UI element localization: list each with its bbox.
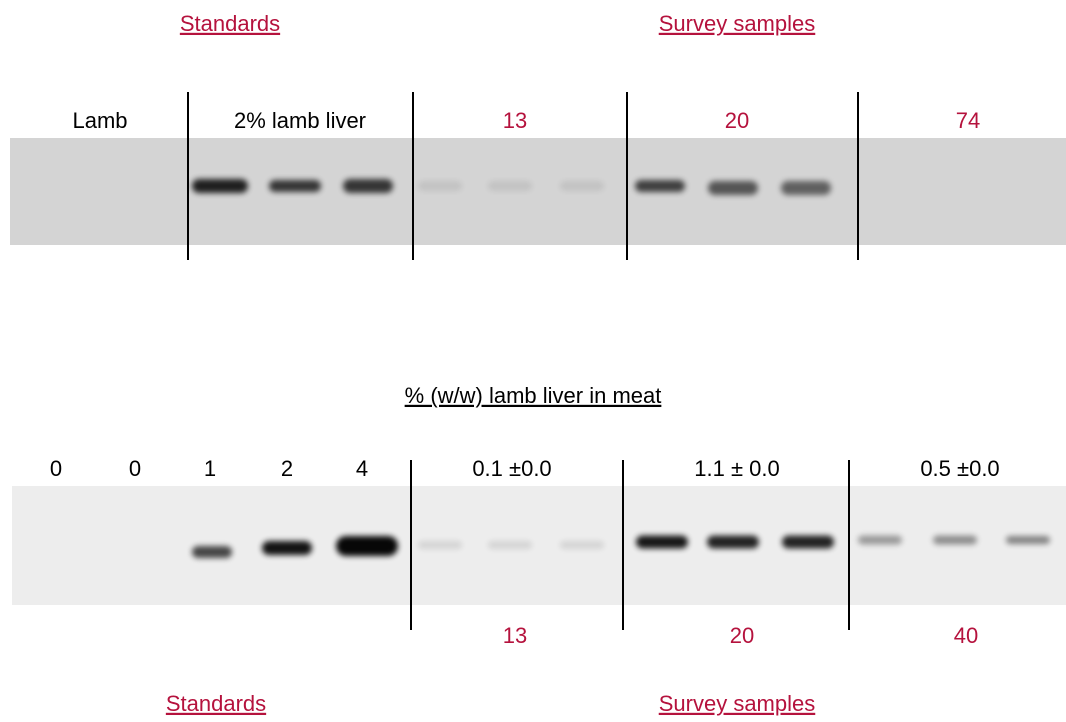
lane-label: Lamb [72, 108, 127, 133]
band [933, 536, 977, 545]
header: Standards [166, 691, 266, 716]
lane-label: 0 [129, 456, 141, 481]
gel-bottom [12, 486, 1066, 605]
sample-id: 13 [503, 623, 527, 648]
band [343, 179, 393, 193]
header: Survey samples [659, 691, 816, 716]
band [781, 181, 831, 195]
band [418, 541, 462, 549]
lane-label: 2% lamb liver [234, 108, 366, 133]
lane-label: 4 [356, 456, 368, 481]
header: Survey samples [659, 11, 816, 36]
band [858, 536, 902, 545]
lane-label: 0.1 ±0.0 [472, 456, 551, 481]
sample-id: 20 [730, 623, 754, 648]
lane-label: 20 [725, 108, 749, 133]
lane-label: 2 [281, 456, 293, 481]
band [708, 181, 758, 195]
band [560, 181, 604, 191]
band [636, 536, 688, 549]
caption: % (w/w) lamb liver in meat [405, 383, 662, 408]
lane-label: 0 [50, 456, 62, 481]
lane-label: 74 [956, 108, 980, 133]
band [192, 179, 248, 193]
band [560, 541, 604, 549]
header: Standards [180, 11, 280, 36]
band [782, 536, 834, 549]
figure: Standards Survey samples Lamb 2% lamb li… [0, 0, 1066, 722]
lane-label: 0.5 ±0.0 [920, 456, 999, 481]
lane-label: 13 [503, 108, 527, 133]
band [269, 180, 321, 192]
band [262, 541, 312, 555]
band [418, 181, 462, 191]
band [488, 181, 532, 191]
band [1006, 536, 1050, 544]
band [707, 536, 759, 549]
gel-top [10, 138, 1066, 245]
band [192, 546, 232, 558]
band [488, 541, 532, 549]
band [336, 536, 398, 556]
lane-label: 1 [204, 456, 216, 481]
lane-label: 1.1 ± 0.0 [694, 456, 779, 481]
band [635, 180, 685, 192]
sample-id: 40 [954, 623, 978, 648]
